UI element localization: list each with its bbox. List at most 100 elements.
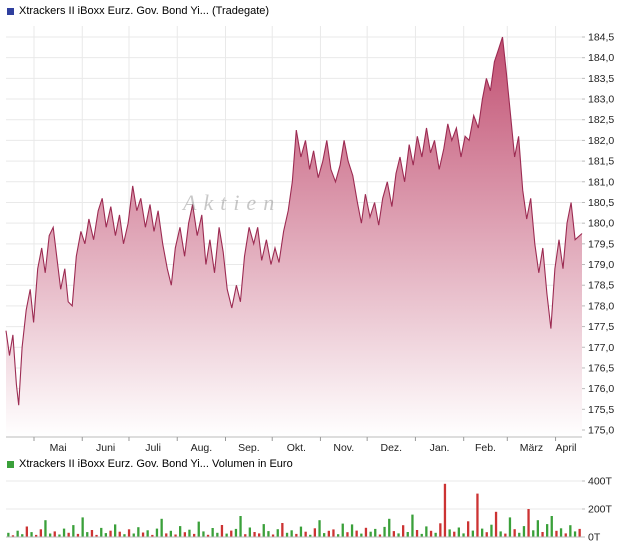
volume-bar (114, 524, 117, 537)
volume-bar (95, 534, 98, 537)
x-tick-label: Feb. (475, 442, 496, 454)
volume-bar (397, 533, 400, 537)
volume-bar (90, 530, 94, 537)
volume-bar (281, 523, 284, 537)
y-tick-label: 184,0 (588, 52, 614, 64)
volume-bar (276, 529, 279, 537)
volume-bar (360, 533, 363, 537)
y-tick-label: 175,0 (588, 425, 614, 437)
volume-bar (290, 530, 293, 537)
volume-bar (309, 534, 312, 537)
volume-bar (244, 534, 247, 537)
volume-bar (100, 527, 103, 537)
price-axis-labels: 184,5 184,0 183,5 183,0 182,5 182,0 181,5 181,0… (6, 32, 614, 454)
volume-bar (374, 528, 377, 537)
volume-bar (179, 526, 182, 537)
volume-bar (481, 528, 484, 537)
y-tick-label: 175,5 (588, 404, 614, 416)
volume-bar (485, 532, 488, 537)
volume-bar (253, 532, 256, 537)
volume-bar (406, 532, 409, 537)
volume-bar (448, 529, 451, 537)
y-tick-label: 178,0 (588, 300, 614, 312)
y-tick-label: 179,0 (588, 259, 614, 271)
volume-bar (323, 533, 326, 537)
volume-bar (425, 526, 428, 537)
volume-bar (248, 527, 251, 537)
volume-bar (569, 525, 572, 537)
volume-bar (392, 531, 395, 537)
volume-bar (476, 493, 479, 537)
volume-bar (494, 511, 498, 537)
y-tick-label: 179,5 (588, 238, 614, 250)
volume-bar (499, 531, 502, 537)
y-tick-label: 180,5 (588, 197, 614, 209)
volume-bar (58, 534, 61, 537)
volume-bar (304, 531, 307, 537)
volume-bar (443, 483, 447, 537)
volume-tick-label: 400T (588, 476, 613, 488)
volume-bar (225, 533, 228, 537)
volume-bar (490, 524, 493, 537)
volume-bar (44, 520, 47, 537)
volume-bar (104, 533, 107, 537)
volume-bar (81, 517, 84, 537)
volume-bars (7, 483, 581, 537)
volume-bar (532, 530, 535, 537)
volume-bar (25, 526, 28, 537)
x-tick-label: Aug. (191, 442, 213, 454)
volume-tick-label: 200T (588, 504, 613, 516)
y-tick-label: 183,5 (588, 73, 614, 85)
volume-series-marker-icon (7, 460, 14, 468)
volume-bar (541, 532, 544, 537)
volume-bar (536, 520, 539, 537)
volume-bar (141, 532, 145, 537)
volume-bar (369, 531, 372, 537)
volume-bar (206, 534, 210, 537)
volume-bar (439, 523, 442, 537)
volume-bar (169, 530, 172, 537)
volume-bar (216, 532, 219, 537)
x-tick-label: Jan. (430, 442, 450, 454)
volume-bar (364, 527, 368, 537)
volume-bar (327, 530, 330, 537)
price-series-marker-icon (7, 7, 14, 15)
volume-bar (211, 528, 214, 537)
x-tick-label: Dez. (380, 442, 402, 454)
price-chart-header: Xtrackers II iBoxx Eurz. Gov. Bond Yi...… (7, 5, 269, 17)
volume-bar (434, 532, 437, 537)
y-tick-label: 177,5 (588, 321, 614, 333)
volume-bar (76, 533, 80, 537)
x-tick-label: Okt. (287, 442, 306, 454)
volume-bar (197, 521, 200, 537)
volume-bar (332, 529, 335, 537)
y-tick-label: 177,0 (588, 342, 614, 354)
volume-chart-title: Xtrackers II iBoxx Eurz. Gov. Bond Yi...… (19, 458, 293, 470)
volume-bar (220, 525, 224, 537)
volume-bar (155, 528, 159, 537)
volume-bar (313, 528, 316, 537)
volume-bar (318, 520, 321, 537)
volume-bar (7, 532, 10, 537)
volume-bar (67, 532, 70, 537)
x-tick-label: März (520, 442, 543, 454)
volume-bar (151, 534, 154, 537)
volume-bar (165, 533, 168, 537)
x-tick-label: Sep. (238, 442, 260, 454)
volume-bar (39, 529, 42, 537)
volume-bar (467, 521, 470, 537)
volume-bar (62, 528, 66, 537)
volume-bar (230, 530, 233, 537)
volume-bar (350, 524, 354, 537)
volume-bar (550, 516, 553, 537)
volume-bar (137, 527, 140, 537)
volume-bar (555, 530, 558, 537)
volume-bar (546, 524, 549, 537)
volume-bar (504, 533, 507, 537)
volume-bar (337, 534, 340, 537)
volume-bar (559, 528, 563, 537)
y-tick-label: 180,0 (588, 218, 614, 230)
volume-bar (30, 532, 33, 537)
